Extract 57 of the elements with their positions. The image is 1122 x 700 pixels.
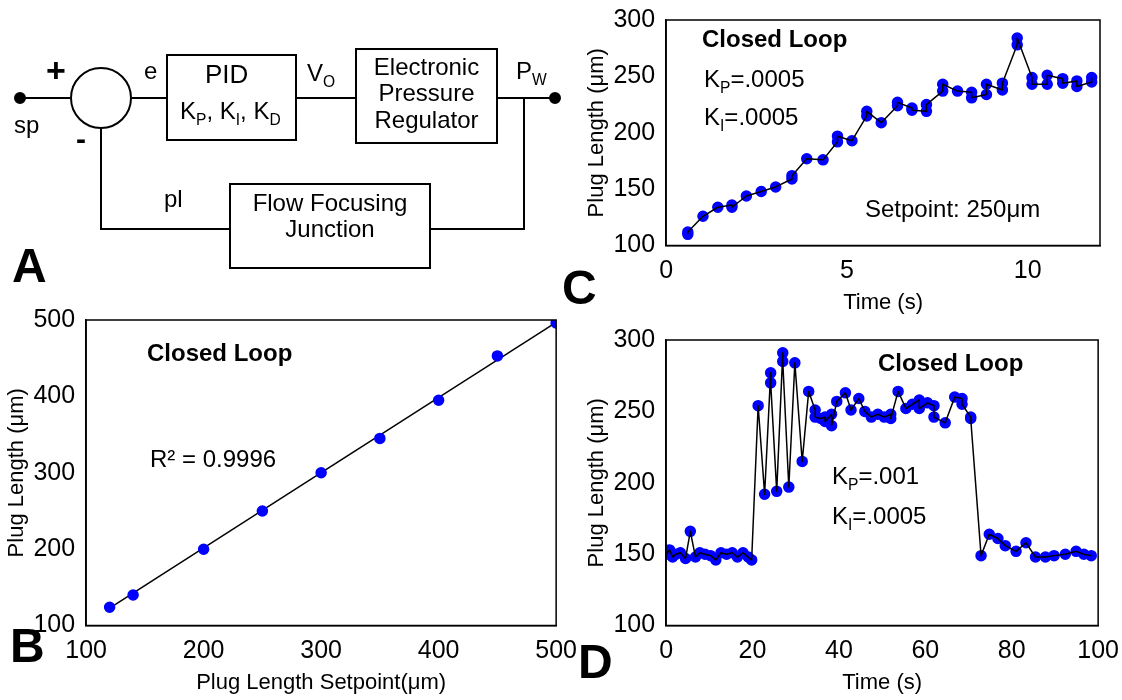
- y-tick-label: 250: [613, 395, 656, 424]
- y-tick-label: 250: [613, 60, 656, 89]
- text: -: [76, 122, 86, 155]
- text: Flow Focusing Junction: [251, 189, 409, 243]
- text: V$_{O}$: [307, 59, 336, 90]
- y-tick-label: 200: [613, 116, 656, 145]
- x-tick-label: 100: [1077, 635, 1119, 664]
- text: sp: [14, 111, 40, 139]
- x-tick-label: 5: [839, 255, 854, 284]
- x-tick-label: 0: [659, 635, 674, 664]
- y-tick-label: 150: [613, 173, 656, 202]
- text: P$_{W}$: [516, 57, 547, 88]
- annotation: K$_{P}$=.0005: [704, 65, 805, 96]
- x-tick-label: 400: [417, 635, 460, 664]
- y-tick-label: 400: [33, 380, 76, 409]
- annotation: Setpoint: 250μm: [865, 195, 1041, 223]
- x-tick-label: 100: [65, 635, 107, 664]
- y-tick-label: 100: [613, 609, 656, 638]
- text: A: [12, 239, 47, 293]
- annotation: Closed Loop: [702, 25, 848, 53]
- x-tick-label: 500: [535, 635, 577, 664]
- y-tick-label: 100: [613, 229, 656, 258]
- y-axis-title: Plug Length (μm): [3, 388, 29, 558]
- annotation: Closed Loop: [147, 339, 293, 367]
- x-tick-label: 40: [825, 635, 853, 664]
- annotation: K$_{I}$=.0005: [832, 502, 927, 533]
- x-axis-title: Time (s): [843, 288, 923, 314]
- y-axis-title: Plug Length (μm): [583, 398, 609, 568]
- x-tick-label: 60: [911, 635, 940, 664]
- x-axis-title: Time (s): [842, 668, 923, 694]
- text: e: [144, 57, 158, 85]
- annotation: K$_{I}$=.0005: [704, 103, 799, 134]
- y-tick-label: 150: [613, 538, 656, 567]
- annotation: R² = 0.9996: [150, 445, 277, 473]
- text: K$_{P}$, K$_{I}$, K$_{D}$: [180, 97, 281, 128]
- annotation: Closed Loop: [878, 349, 1024, 377]
- x-tick-label: 0: [659, 255, 674, 284]
- y-tick-label: 300: [33, 456, 76, 485]
- x-tick-label: 10: [1013, 255, 1042, 284]
- y-tick-label: 200: [33, 533, 76, 562]
- text: Electronic Pressure Regulator: [372, 53, 481, 134]
- text: pl: [164, 185, 183, 213]
- x-tick-label: 300: [300, 635, 342, 664]
- x-tick-label: 80: [997, 635, 1026, 664]
- text: C: [562, 261, 597, 315]
- text: PID: [205, 59, 249, 89]
- y-tick-label: 500: [33, 303, 76, 332]
- x-axis-title: Plug Length Setpoint(μm): [196, 668, 447, 694]
- text: D: [578, 635, 613, 689]
- x-tick-label: 20: [738, 635, 767, 664]
- x-tick-label: 200: [182, 635, 225, 664]
- y-axis-title: Plug Length (μm): [583, 48, 609, 218]
- y-tick-label: 300: [613, 323, 656, 352]
- y-tick-label: 300: [613, 3, 656, 32]
- text: +: [46, 51, 66, 90]
- annotation: K$_{P}$=.001: [832, 462, 920, 493]
- y-tick-label: 200: [613, 466, 656, 495]
